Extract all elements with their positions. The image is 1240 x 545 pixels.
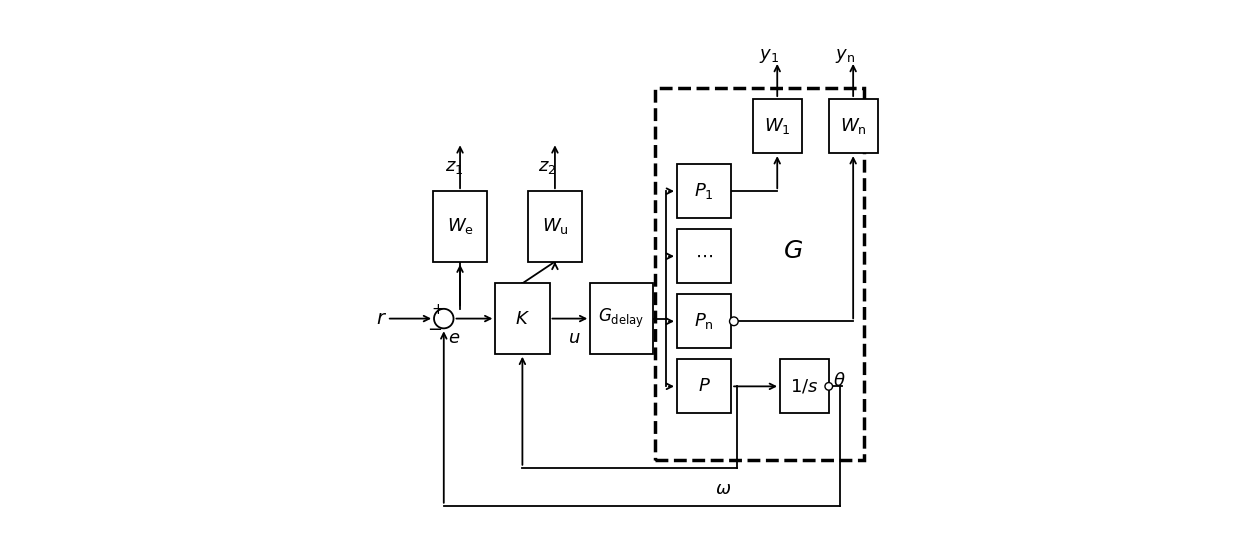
Text: $z_{2}$: $z_{2}$ xyxy=(538,158,556,176)
Circle shape xyxy=(434,309,454,328)
Text: $P$: $P$ xyxy=(698,377,711,395)
Bar xyxy=(528,191,582,262)
Bar xyxy=(433,191,487,262)
Bar xyxy=(753,99,801,153)
Text: $G_{\mathrm{delay}}$: $G_{\mathrm{delay}}$ xyxy=(598,307,645,330)
Text: $r$: $r$ xyxy=(376,309,387,328)
Text: $G$: $G$ xyxy=(784,239,804,263)
Text: $\theta$: $\theta$ xyxy=(833,372,846,390)
Text: $W_{\mathrm{e}}$: $W_{\mathrm{e}}$ xyxy=(446,216,474,237)
Text: $y_{1}$: $y_{1}$ xyxy=(759,47,779,65)
Text: $W_{1}$: $W_{1}$ xyxy=(764,116,791,136)
Circle shape xyxy=(729,317,738,326)
Text: $+$: $+$ xyxy=(430,302,444,317)
Text: $W_{\mathrm{n}}$: $W_{\mathrm{n}}$ xyxy=(839,116,867,136)
Text: $\omega$: $\omega$ xyxy=(715,480,732,498)
Bar xyxy=(655,88,864,459)
Bar xyxy=(590,283,652,354)
Bar xyxy=(677,294,732,348)
Bar xyxy=(828,99,878,153)
Text: $1/s$: $1/s$ xyxy=(790,377,818,395)
Text: $P_{1}$: $P_{1}$ xyxy=(694,181,714,201)
Text: $e$: $e$ xyxy=(449,329,461,347)
Text: $P_{\mathrm{n}}$: $P_{\mathrm{n}}$ xyxy=(694,311,714,331)
Bar xyxy=(677,164,732,219)
Bar xyxy=(677,359,732,414)
Bar xyxy=(495,283,549,354)
Text: $K$: $K$ xyxy=(515,310,529,328)
Bar xyxy=(780,359,828,414)
Text: $W_{\mathrm{u}}$: $W_{\mathrm{u}}$ xyxy=(542,216,568,237)
Circle shape xyxy=(825,383,832,390)
Text: $\cdots$: $\cdots$ xyxy=(696,247,713,265)
Text: $-$: $-$ xyxy=(427,319,443,337)
Text: $y_{\mathrm{n}}$: $y_{\mathrm{n}}$ xyxy=(835,47,856,65)
Text: $u$: $u$ xyxy=(568,329,580,347)
Bar xyxy=(677,229,732,283)
Text: $z_{1}$: $z_{1}$ xyxy=(445,158,464,176)
